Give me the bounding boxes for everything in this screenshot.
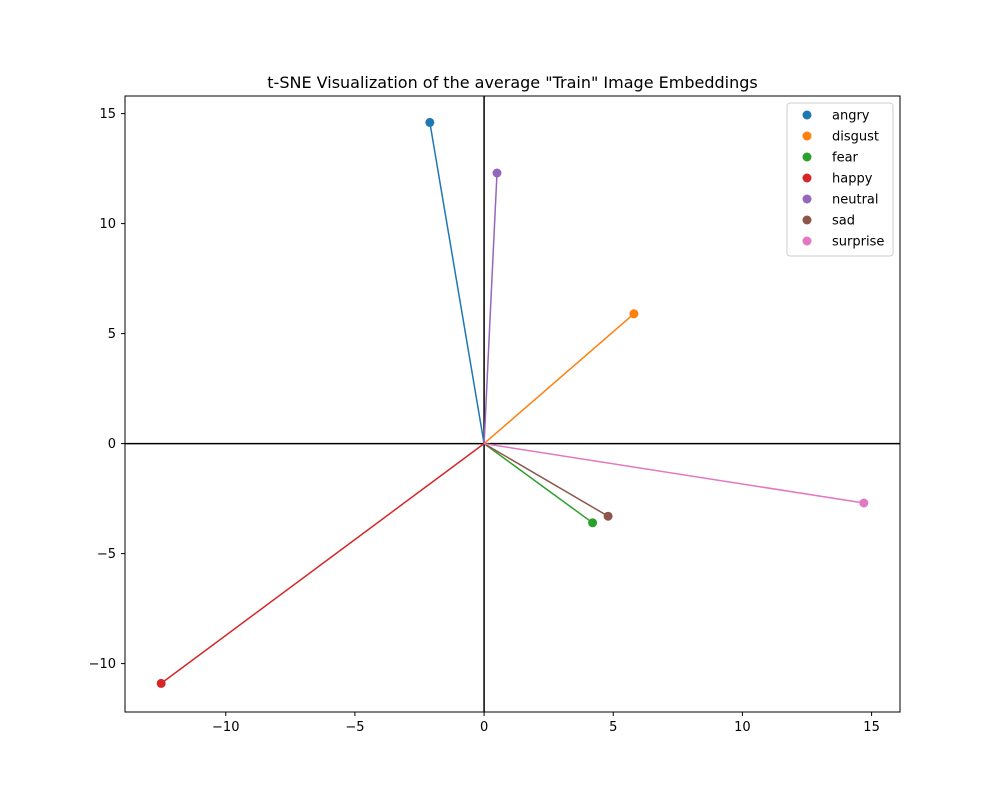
series-line-neutral [483,172,498,444]
legend-label-fear: fear [832,151,859,166]
series-line-surprise [483,442,864,504]
x-tick-label: 10 [734,720,751,735]
data-point-neutral [492,168,502,178]
x-tick-label: 0 [480,720,488,735]
y-tick-label: 0 [108,437,116,452]
x-tick-label: 15 [863,720,880,735]
legend-label-sad: sad [832,214,855,229]
legend-marker-happy [802,173,812,183]
y-tick-label: −5 [97,547,116,562]
data-point-fear [588,518,598,528]
legend-label-disgust: disgust [832,130,879,145]
series-line-disgust [483,313,635,445]
legend-marker-angry [802,110,812,120]
x-tick-label: −10 [212,720,239,735]
legend-marker-fear [802,152,812,162]
legend-marker-neutral [802,194,812,204]
x-tick-label: −5 [345,720,364,735]
legend-label-angry: angry [832,109,870,124]
series-line-angry [429,122,485,444]
plot-area [125,96,900,712]
plot-frame [124,95,901,713]
legend-label-neutral: neutral [832,193,879,208]
series-line-fear [483,442,594,524]
legend-marker-surprise [802,236,812,246]
y-tick-label: 10 [99,217,116,232]
data-point-disgust [629,309,639,319]
x-tick-label: 5 [609,720,617,735]
series-line-sad [483,442,609,517]
y-tick-label: −10 [89,657,116,672]
legend-box [786,102,894,257]
legend-label-happy: happy [832,172,873,187]
legend-marker-sad [802,215,812,225]
y-tick-label: 5 [108,327,116,342]
data-point-happy [156,678,166,688]
legend-marker-disgust [802,131,812,141]
legend: angry disgust fear happy neutral sad surprise [786,102,894,257]
legend-label-surprise: surprise [832,235,884,250]
series-line-happy [160,442,485,685]
y-tick-label: 15 [99,107,116,122]
data-point-surprise [859,498,869,508]
data-point-sad [603,511,613,521]
axis-ticks: −10 −5 0 5 10 15 −10 −5 0 5 10 15 [89,107,880,735]
chart-title: t-SNE Visualization of the average "Trai… [267,73,757,92]
data-point-angry [425,117,435,127]
